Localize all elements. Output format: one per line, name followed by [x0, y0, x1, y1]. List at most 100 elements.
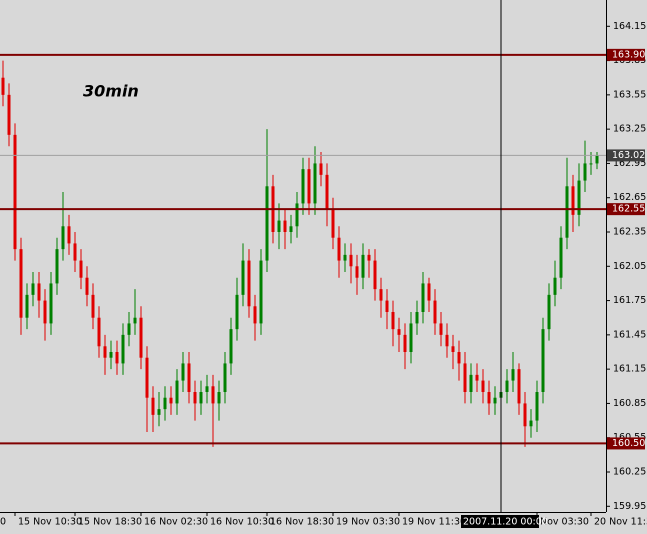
candle-body: [37, 283, 41, 301]
x-tick-label: 19 Nov 03:30: [336, 517, 400, 528]
y-tick-label: 159.95: [613, 501, 646, 512]
candle-body: [517, 369, 521, 404]
candle-body: [343, 254, 347, 261]
candle-body: [223, 363, 227, 392]
candle-body: [337, 237, 341, 261]
candle-body: [25, 294, 29, 318]
x-tick-label: 19 Nov 11:30: [402, 517, 466, 528]
candle-body: [265, 186, 269, 261]
candle-body: [247, 260, 251, 307]
y-tick-label: 163.25: [613, 124, 646, 135]
candle-body: [229, 329, 233, 364]
candle-body: [529, 420, 533, 427]
price-tag-label: 163.90: [612, 49, 645, 60]
candle-body: [283, 220, 287, 232]
candle-body: [547, 294, 551, 330]
candle-body: [175, 380, 179, 404]
candle-body: [97, 317, 101, 347]
y-tick-label: 161.45: [613, 329, 646, 340]
candle-body: [43, 300, 47, 324]
candle-body: [451, 346, 455, 352]
x-tick-label: 20 Nov 11:30: [594, 517, 647, 528]
candle-body: [169, 397, 173, 404]
y-tick-label: 161.75: [613, 295, 646, 306]
candle-body: [205, 386, 209, 392]
candle-body: [571, 186, 575, 215]
candle-body: [553, 277, 557, 295]
candle-body: [535, 392, 539, 421]
x-tick-label: 15 Nov 18:30: [78, 517, 142, 528]
candle-body: [19, 249, 23, 318]
candle-body: [307, 169, 311, 204]
candle-body: [103, 346, 107, 358]
candle-body: [367, 254, 371, 261]
candle-body: [73, 243, 77, 261]
candle-body: [31, 283, 35, 295]
candle-body: [127, 323, 131, 335]
y-tick-label: 161.15: [613, 364, 646, 375]
candle-body: [523, 403, 527, 427]
price-tag: [607, 149, 645, 162]
candle-body: [595, 155, 599, 164]
candle-body: [505, 380, 509, 392]
candle-body: [487, 392, 491, 404]
x-tick-label: Nov 03:30: [540, 517, 589, 528]
candle-body: [421, 283, 425, 312]
crosshair-label: 2007.11.20 00:00: [463, 517, 548, 528]
candle-body: [13, 134, 17, 250]
candle-body: [49, 283, 53, 324]
candle-body: [259, 260, 263, 324]
candle-body: [109, 352, 113, 358]
price-tag: [607, 437, 645, 450]
y-tick-label: 163.55: [613, 89, 646, 100]
candle-body: [199, 392, 203, 404]
candle-body: [319, 163, 323, 175]
y-tick-label: 162.65: [613, 192, 646, 203]
candle-body: [511, 369, 515, 381]
candle-body: [469, 374, 473, 392]
x-tick-label: 15 Nov 10:30: [18, 517, 82, 528]
candle-body: [433, 300, 437, 324]
candle-body: [457, 352, 461, 364]
candle-body: [115, 352, 119, 364]
x-tick-label: 16 Nov 18:30: [270, 517, 334, 528]
y-tick-label: 160.25: [613, 467, 646, 478]
candle-body: [577, 180, 581, 215]
price-tag-label: 162.55: [612, 204, 645, 215]
candle-body: [409, 323, 413, 352]
candle-body: [355, 266, 359, 278]
candle-body: [85, 277, 89, 295]
candle-body: [589, 163, 593, 165]
candle-body: [397, 329, 401, 335]
candle-body: [295, 203, 299, 227]
y-tick-label: 162.05: [613, 261, 646, 272]
candle-body: [277, 220, 281, 232]
candle-body: [91, 294, 95, 318]
candle-body: [385, 300, 389, 312]
y-tick-label: 160.85: [613, 398, 646, 409]
candle-body: [559, 237, 563, 278]
price-tag-label: 163.02: [612, 150, 645, 161]
price-tag-label: 160.50: [612, 438, 645, 449]
candle-body: [331, 209, 335, 238]
candle-body: [481, 380, 485, 392]
candle-body: [289, 226, 293, 232]
candle-body: [67, 226, 71, 244]
candle-body: [145, 357, 149, 398]
candle-body: [211, 386, 215, 404]
candle-body: [427, 283, 431, 301]
x-tick-label: 16 Nov 10:30: [210, 517, 274, 528]
candle-body: [121, 334, 125, 364]
candle-body: [55, 249, 59, 284]
candle-body: [475, 374, 479, 381]
candle-body: [157, 409, 161, 415]
y-tick-label: 162.35: [613, 227, 646, 238]
candle-body: [313, 163, 317, 204]
candle-body: [1, 77, 5, 95]
candle-body: [79, 260, 83, 278]
candle-body: [391, 312, 395, 330]
candle-body: [301, 169, 305, 204]
candle-body: [193, 392, 197, 404]
candle-body: [187, 363, 191, 392]
